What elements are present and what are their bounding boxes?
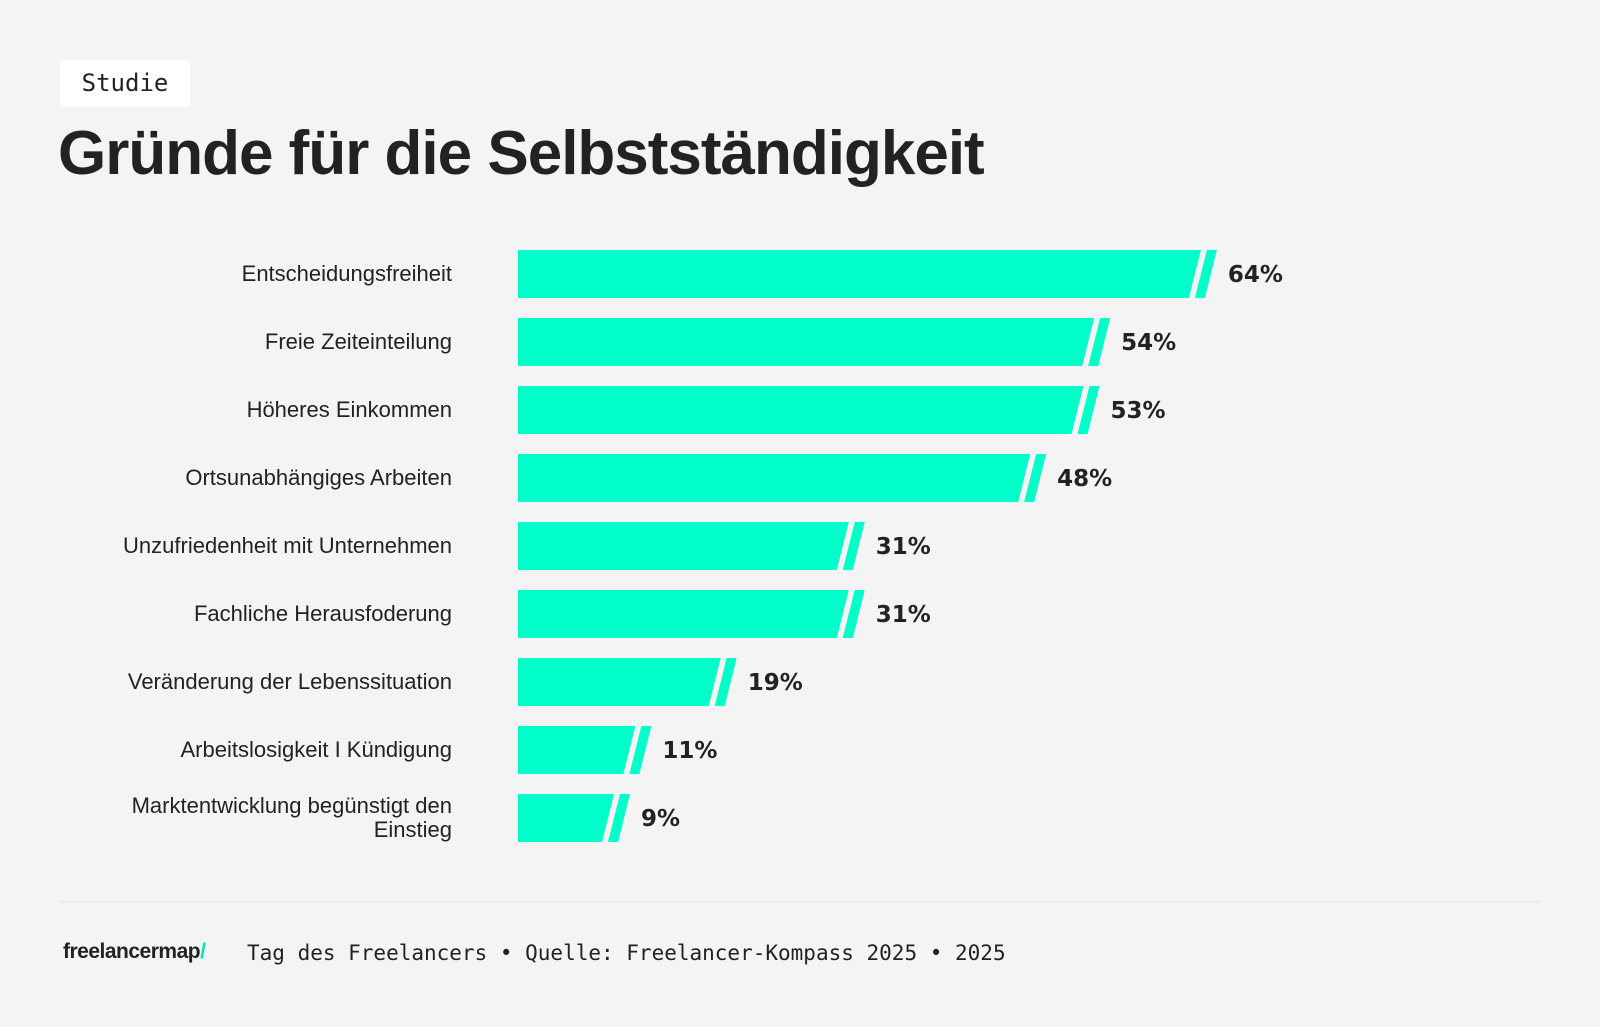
logo-text: freelancermap bbox=[63, 940, 201, 963]
bar-cap bbox=[714, 658, 737, 706]
bar-cap bbox=[842, 522, 865, 570]
logo: freelancermap/ bbox=[63, 940, 206, 964]
value-label: 64% bbox=[1228, 262, 1283, 288]
category-label: Ortsunabhängiges Arbeiten bbox=[185, 465, 452, 490]
category-label: Arbeitslosigkeit I Kündigung bbox=[180, 737, 453, 762]
bar-cap bbox=[1088, 318, 1111, 366]
bar bbox=[518, 454, 1031, 502]
badge: Studie bbox=[60, 60, 190, 107]
bar-cap bbox=[629, 726, 652, 774]
bar bbox=[518, 658, 721, 706]
bar-cap bbox=[1077, 386, 1100, 434]
bar-cap bbox=[1024, 454, 1047, 502]
bar bbox=[518, 318, 1095, 366]
bar bbox=[518, 386, 1084, 434]
category-label: Freie Zeiteinteilung bbox=[264, 329, 452, 354]
footer-text: Tag des Freelancers • Quelle: Freelancer… bbox=[247, 941, 1006, 965]
value-label: 54% bbox=[1121, 330, 1176, 356]
divider bbox=[60, 901, 1540, 902]
bar bbox=[518, 794, 615, 842]
category-label: Marktentwicklung begünstigt den Einstieg bbox=[131, 793, 452, 842]
bar bbox=[518, 522, 849, 570]
category-label: Veränderung der Lebenssituation bbox=[127, 669, 452, 694]
bar bbox=[518, 250, 1201, 298]
logo-slash: / bbox=[200, 940, 206, 963]
bar-cap bbox=[842, 590, 865, 638]
category-label: Fachliche Herausfoderung bbox=[193, 601, 452, 626]
category-label: Unzufriedenheit mit Unternehmen bbox=[123, 533, 452, 558]
bar-cap bbox=[608, 794, 631, 842]
value-label: 53% bbox=[1111, 398, 1166, 424]
value-label: 31% bbox=[876, 534, 931, 560]
value-label: 31% bbox=[876, 602, 931, 628]
bar-cap bbox=[1194, 250, 1217, 298]
bar bbox=[518, 590, 849, 638]
bar bbox=[518, 726, 636, 774]
value-label: 19% bbox=[748, 670, 803, 696]
value-label: 48% bbox=[1057, 466, 1112, 492]
category-label: Höheres Einkommen bbox=[246, 397, 452, 422]
category-label: Entscheidungsfreiheit bbox=[241, 261, 452, 286]
value-label: 9% bbox=[641, 806, 680, 832]
value-label: 11% bbox=[662, 738, 717, 764]
chart-title: Gründe für die Selbstständigkeit bbox=[58, 119, 985, 188]
